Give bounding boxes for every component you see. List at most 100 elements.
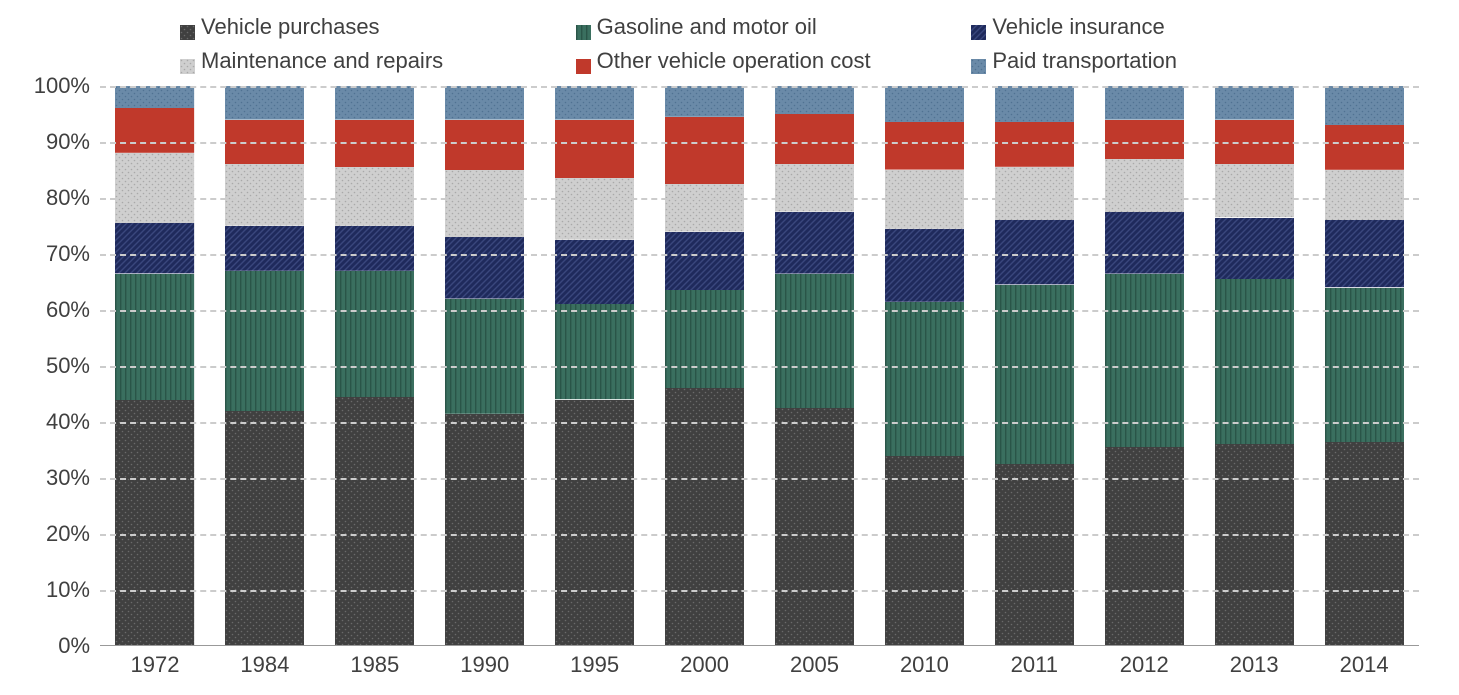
bar-segment-gasoline [225,271,304,411]
bar-segment-vehicle-purchases [1325,442,1404,646]
bar-segment-vehicle-purchases [555,400,634,646]
bar-segment-paid-transport [1325,86,1404,125]
y-axis-label: 90% [46,129,100,155]
legend-swatch [180,54,195,69]
bar-segment-other-operation [885,122,964,170]
legend-label: Gasoline and motor oil [597,14,817,40]
grid-line [100,254,1419,256]
bar-segment-vehicle-insurance [335,226,414,271]
y-axis-label: 20% [46,521,100,547]
grid-line [100,478,1419,480]
bar-segment-paid-transport [445,86,524,120]
y-axis-label: 0% [58,633,100,659]
bar-segment-gasoline [115,274,194,400]
legend-swatch [576,54,591,69]
bar-segment-maintenance-repairs [1215,164,1294,217]
bar-segment-vehicle-insurance [885,229,964,302]
x-axis-label: 1972 [100,652,210,678]
grid-line [100,198,1419,200]
grid-line [100,366,1419,368]
legend-item: Paid transportation [971,44,1367,78]
legend-item: Gasoline and motor oil [576,10,972,44]
legend-item: Vehicle purchases [180,10,576,44]
legend-item: Other vehicle operation cost [576,44,972,78]
legend-label: Vehicle insurance [992,14,1164,40]
bar-segment-maintenance-repairs [995,167,1074,220]
y-axis-label: 40% [46,409,100,435]
bar-segment-other-operation [1325,125,1404,170]
y-axis-label: 10% [46,577,100,603]
bar-segment-other-operation [555,120,634,179]
bar-segment-gasoline [445,299,524,414]
x-axis-label: 1990 [430,652,540,678]
legend-swatch [971,20,986,35]
bar-segment-gasoline [775,274,854,408]
legend: Vehicle purchases Gasoline and motor oil V… [20,10,1439,78]
bar-segment-vehicle-purchases [115,400,194,646]
bar-segment-maintenance-repairs [1325,170,1404,220]
bar-segment-paid-transport [885,86,964,122]
x-axis: 1972198419851990199520002005201020112012… [100,652,1419,678]
bar-segment-other-operation [665,117,744,184]
x-axis-label: 2010 [869,652,979,678]
grid-line [100,142,1419,144]
legend-item: Vehicle insurance [971,10,1367,44]
grid-line [100,590,1419,592]
bar-segment-paid-transport [775,86,854,114]
legend-label: Maintenance and repairs [201,48,443,74]
bar-segment-vehicle-insurance [1215,218,1294,280]
x-axis-label: 2000 [650,652,760,678]
bar-segment-gasoline [555,304,634,399]
bar-segment-paid-transport [335,86,414,120]
bar-segment-maintenance-repairs [665,184,744,232]
bar-segment-gasoline [335,271,414,397]
legend-label: Vehicle purchases [201,14,380,40]
bar-segment-vehicle-purchases [885,456,964,646]
bar-segment-vehicle-insurance [115,223,194,273]
bar-segment-other-operation [995,122,1074,167]
bar-segment-vehicle-insurance [225,226,304,271]
y-axis-label: 80% [46,185,100,211]
bar-segment-vehicle-insurance [555,240,634,304]
bar-segment-vehicle-purchases [445,414,524,646]
bar-segment-maintenance-repairs [335,167,414,226]
bar-segment-paid-transport [665,86,744,117]
bar-segment-maintenance-repairs [445,170,524,237]
bar-segment-vehicle-purchases [775,408,854,646]
plot-area: 0%10%20%30%40%50%60%70%80%90%100% [100,86,1419,646]
legend-swatch [576,20,591,35]
bar-segment-paid-transport [1105,86,1184,120]
bar-segment-vehicle-purchases [225,411,304,646]
bar-segment-vehicle-insurance [1105,212,1184,274]
grid-line [100,534,1419,536]
legend-item: Maintenance and repairs [180,44,576,78]
legend-label: Other vehicle operation cost [597,48,871,74]
x-axis-label: 2012 [1089,652,1199,678]
y-axis-label: 100% [34,73,100,99]
y-axis-label: 60% [46,297,100,323]
x-axis-label: 1985 [320,652,430,678]
y-axis-label: 50% [46,353,100,379]
bar-segment-other-operation [115,108,194,153]
bar-segment-maintenance-repairs [775,164,854,212]
bar-segment-vehicle-purchases [335,397,414,646]
bar-segment-paid-transport [115,86,194,108]
bar-segment-paid-transport [555,86,634,120]
grid-line [100,310,1419,312]
bar-segment-gasoline [1215,279,1294,444]
bar-segment-paid-transport [1215,86,1294,120]
x-axis-label: 2013 [1199,652,1309,678]
bar-segment-other-operation [775,114,854,164]
bar-segment-vehicle-purchases [1215,444,1294,646]
x-axis-line [100,645,1419,646]
bar-segment-other-operation [445,120,524,170]
bar-segment-gasoline [665,290,744,388]
bar-segment-maintenance-repairs [1105,159,1184,212]
bar-segment-maintenance-repairs [555,178,634,240]
bar-segment-gasoline [885,302,964,456]
bar-segment-vehicle-insurance [665,232,744,291]
bar-segment-paid-transport [225,86,304,120]
stacked-bar-chart: Vehicle purchases Gasoline and motor oil V… [20,10,1439,685]
x-axis-label: 2011 [979,652,1089,678]
bar-segment-vehicle-purchases [665,388,744,646]
